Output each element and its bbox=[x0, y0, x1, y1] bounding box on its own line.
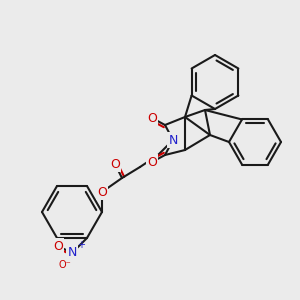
Text: +: + bbox=[77, 240, 85, 250]
Text: N: N bbox=[67, 247, 77, 260]
Text: O: O bbox=[110, 158, 120, 170]
Text: O: O bbox=[53, 239, 63, 253]
Text: O: O bbox=[97, 185, 107, 199]
Text: O: O bbox=[147, 112, 157, 124]
Text: O: O bbox=[147, 155, 157, 169]
Text: O⁻: O⁻ bbox=[58, 260, 71, 270]
Text: N: N bbox=[168, 134, 178, 146]
